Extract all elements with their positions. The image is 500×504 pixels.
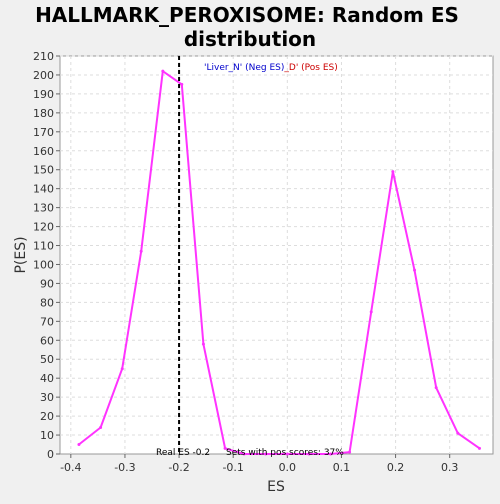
- data-point: [456, 431, 460, 435]
- y-tick-label: 190: [33, 88, 54, 101]
- x-tick-label: -0.3: [114, 461, 135, 474]
- data-point: [348, 450, 352, 454]
- y-tick-label: 110: [33, 240, 54, 253]
- y-tick-label: 90: [40, 277, 54, 290]
- y-tick-label: 150: [33, 164, 54, 177]
- data-point: [391, 170, 395, 174]
- data-point: [307, 452, 311, 456]
- y-tick-label: 30: [40, 391, 54, 404]
- series-line: [78, 70, 481, 455]
- x-tick-label: -0.4: [60, 461, 81, 474]
- data-point: [264, 452, 268, 456]
- y-tick-label: 70: [40, 315, 54, 328]
- data-point: [161, 69, 165, 73]
- y-tick-label: 10: [40, 429, 54, 442]
- x-tick-label: 0.2: [387, 461, 405, 474]
- legend-sep: _: [283, 63, 289, 73]
- real-es-label: Real ES -0.2: [156, 448, 210, 458]
- data-point: [434, 386, 438, 390]
- y-tick-label: 60: [40, 334, 54, 347]
- data-point: [120, 367, 124, 371]
- legend-pos: D' (Pos ES): [289, 63, 338, 73]
- y-tick-label: 200: [33, 69, 54, 82]
- y-tick-label: 210: [33, 50, 54, 63]
- data-point: [201, 342, 205, 346]
- axes: 0 10 20 30 40 50 60 70 80 90 100 110 120 130 140 150 160…: [33, 50, 458, 474]
- data-point: [413, 268, 417, 272]
- legend-neg: 'Liver_N' (Neg ES): [204, 63, 284, 73]
- y-tick-label: 130: [33, 202, 54, 215]
- data-point: [285, 452, 289, 456]
- y-axis-label: P(ES): [13, 236, 29, 273]
- data-point: [242, 452, 246, 456]
- x-tick-label: 0.3: [441, 461, 459, 474]
- y-tick-label: 160: [33, 145, 54, 158]
- y-tick-label: 50: [40, 353, 54, 366]
- data-point: [139, 249, 143, 253]
- data-point: [369, 310, 373, 314]
- y-tick-label: 180: [33, 107, 54, 120]
- chart-title-line-1: HALLMARK_PEROXISOME: Random ES: [35, 3, 459, 27]
- data-point: [99, 425, 103, 429]
- x-tick-label: 0.0: [279, 461, 297, 474]
- x-axis-label: ES: [267, 479, 285, 495]
- data-point: [223, 446, 227, 450]
- y-tick-label: 0: [47, 448, 54, 461]
- x-tick-label: 0.1: [333, 461, 351, 474]
- x-tick-label: -0.2: [168, 461, 189, 474]
- y-tick-label: 40: [40, 372, 54, 385]
- data-point: [77, 443, 81, 447]
- plot-area: [59, 55, 494, 455]
- pos-scores-annotation: Sets with pos scores: 37%: [226, 448, 344, 458]
- data-point: [180, 82, 184, 86]
- y-tick-label: 170: [33, 126, 54, 139]
- y-tick-label: 20: [40, 410, 54, 423]
- y-tick-label: 140: [33, 183, 54, 196]
- x-tick-label: -0.1: [222, 461, 243, 474]
- y-tick-label: 80: [40, 296, 54, 309]
- data-point: [477, 446, 481, 450]
- y-tick-label: 100: [33, 258, 54, 271]
- data-point: [329, 452, 333, 456]
- chart-title-line-2: distribution: [184, 27, 316, 51]
- legend: 'Liver_N' (Neg ES)_D' (Pos ES): [204, 63, 338, 73]
- series: [77, 69, 481, 456]
- y-tick-label: 120: [33, 221, 54, 234]
- grid: [60, 55, 493, 454]
